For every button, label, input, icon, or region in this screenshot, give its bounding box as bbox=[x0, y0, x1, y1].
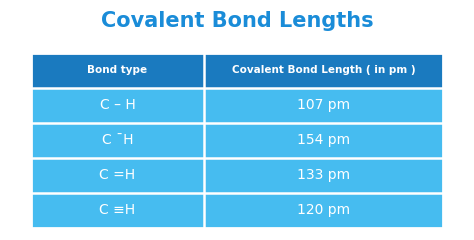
FancyBboxPatch shape bbox=[204, 193, 443, 228]
FancyBboxPatch shape bbox=[204, 123, 443, 158]
Text: C – H: C – H bbox=[100, 98, 135, 112]
Text: 107 pm: 107 pm bbox=[297, 98, 350, 112]
Text: Covalent Bond Length ( in pm ): Covalent Bond Length ( in pm ) bbox=[232, 65, 415, 75]
FancyBboxPatch shape bbox=[204, 88, 443, 123]
Text: C ≡H: C ≡H bbox=[100, 204, 136, 217]
FancyBboxPatch shape bbox=[31, 193, 204, 228]
FancyBboxPatch shape bbox=[204, 53, 443, 88]
FancyBboxPatch shape bbox=[31, 123, 204, 158]
FancyBboxPatch shape bbox=[31, 158, 204, 193]
Text: Bond type: Bond type bbox=[87, 65, 147, 75]
FancyBboxPatch shape bbox=[31, 88, 204, 123]
Text: 120 pm: 120 pm bbox=[297, 204, 350, 217]
Text: C ¯H: C ¯H bbox=[101, 133, 133, 147]
Text: 133 pm: 133 pm bbox=[297, 168, 350, 182]
FancyBboxPatch shape bbox=[204, 158, 443, 193]
Text: Covalent Bond Lengths: Covalent Bond Lengths bbox=[100, 11, 374, 31]
FancyBboxPatch shape bbox=[31, 53, 204, 88]
Text: C =H: C =H bbox=[100, 168, 136, 182]
Text: 154 pm: 154 pm bbox=[297, 133, 350, 147]
